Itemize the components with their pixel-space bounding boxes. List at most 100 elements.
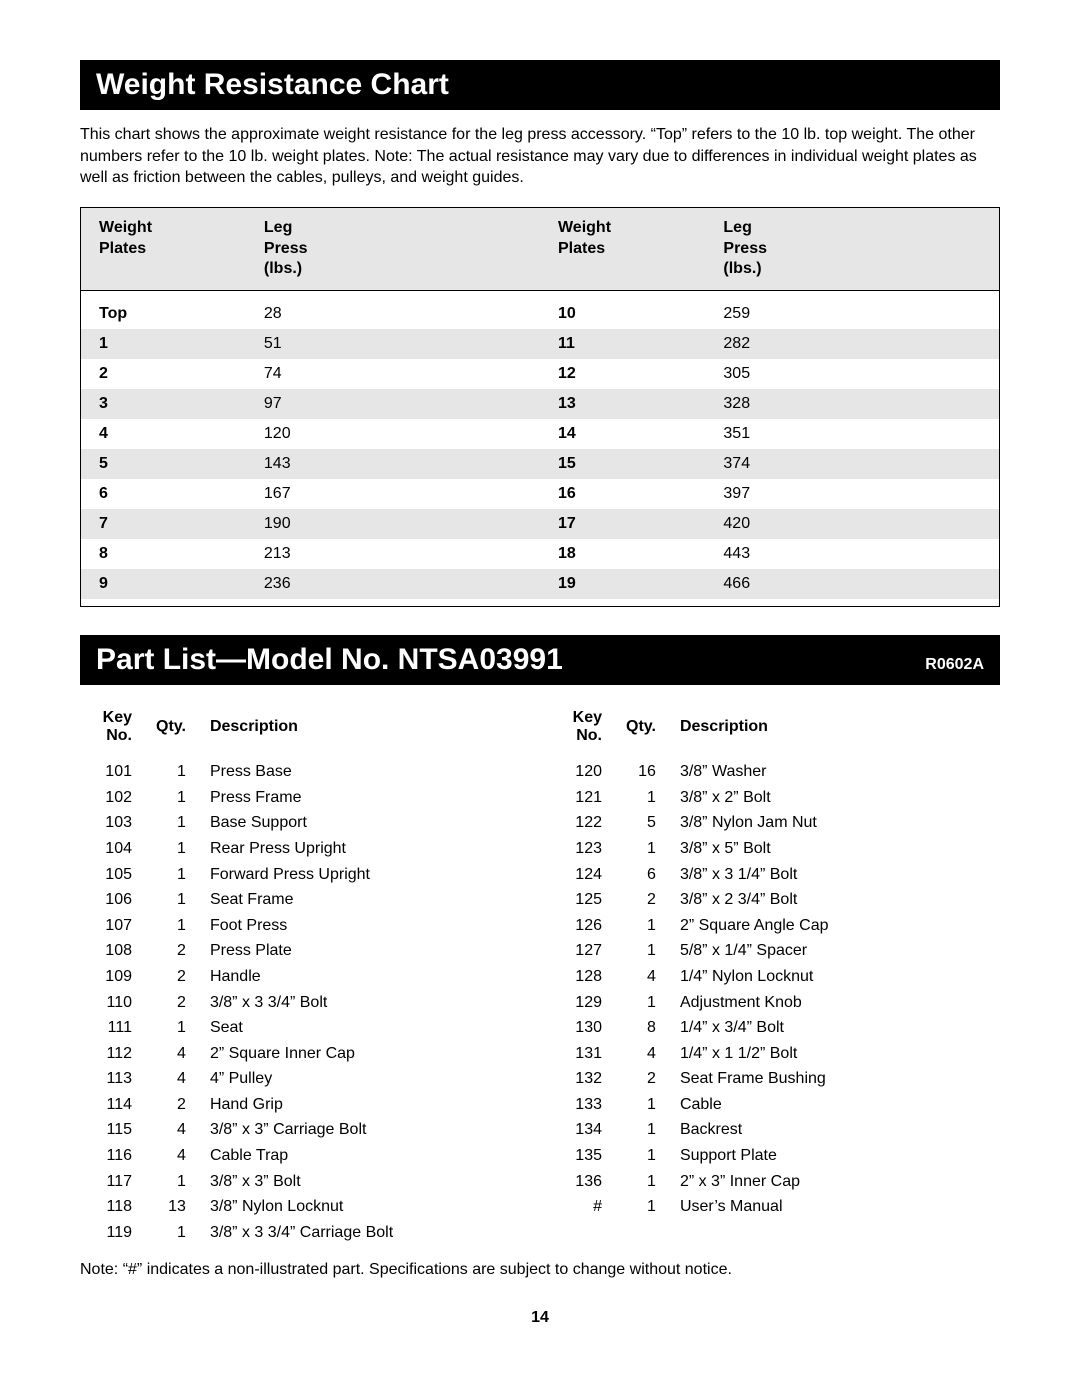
leg-press-value: 143	[246, 449, 540, 479]
part-key-no: 127	[550, 938, 620, 964]
part-description: 1/4” Nylon Locknut	[674, 964, 1000, 990]
parts-row: 1051Forward Press Upright	[80, 862, 530, 888]
leg-press-value: 120	[246, 419, 540, 449]
part-key-no: 120	[550, 759, 620, 785]
header-leg-press-left: Leg Press (lbs.)	[246, 207, 540, 290]
part-key-no: 109	[80, 964, 150, 990]
part-qty: 1	[620, 990, 674, 1016]
header-leg: Leg	[264, 219, 292, 236]
part-key-no: 110	[80, 990, 150, 1016]
part-qty: 1	[620, 1143, 674, 1169]
part-qty: 1	[620, 1169, 674, 1195]
header-weight: Weight	[558, 219, 611, 236]
leg-press-value: 236	[246, 569, 540, 599]
part-description: Rear Press Upright	[204, 836, 530, 862]
part-key-no: 105	[80, 862, 150, 888]
leg-press-value: 466	[705, 569, 999, 599]
part-qty: 1	[150, 1015, 204, 1041]
part-qty: 2	[150, 1092, 204, 1118]
parts-table-left: Key No. Qty. Description 1011Press Base1…	[80, 703, 530, 1245]
parts-row: 1031Base Support	[80, 810, 530, 836]
part-description: 3/8” x 3 3/4” Carriage Bolt	[204, 1220, 530, 1246]
part-description: 2” Square Angle Cap	[674, 913, 1000, 939]
part-qty: 2	[620, 1066, 674, 1092]
part-description: 1/4” x 3/4” Bolt	[674, 1015, 1000, 1041]
weight-plates-label: 4	[81, 419, 246, 449]
parts-row: 1351Support Plate	[550, 1143, 1000, 1169]
section-header-weight-chart: Weight Resistance Chart	[80, 60, 1000, 110]
parts-row: 12523/8” x 2 3/4” Bolt	[550, 887, 1000, 913]
leg-press-value: 51	[246, 329, 540, 359]
part-description: 3/8” x 2” Bolt	[674, 785, 1000, 811]
parts-column-right: Key No. Qty. Description 120163/8” Washe…	[550, 703, 1000, 1245]
part-qty: 1	[150, 1220, 204, 1246]
part-qty: 1	[620, 1092, 674, 1118]
weight-table-row: 514315374	[81, 449, 1000, 479]
parts-table-right: Key No. Qty. Description 120163/8” Washe…	[550, 703, 1000, 1220]
parts-header-row: Key No. Qty. Description	[550, 703, 1000, 759]
part-description: 3/8” x 5” Bolt	[674, 836, 1000, 862]
header-plates: Plates	[558, 240, 605, 257]
parts-column-left: Key No. Qty. Description 1011Press Base1…	[80, 703, 530, 1245]
part-key-no: 102	[80, 785, 150, 811]
leg-press-value: 443	[705, 539, 999, 569]
section-title: Part List—Model No. NTSA03991	[96, 643, 563, 677]
parts-row: 12715/8” x 1/4” Spacer	[550, 938, 1000, 964]
parts-row: 11242” Square Inner Cap	[80, 1041, 530, 1067]
revision-code: R0602A	[925, 656, 984, 674]
part-qty: 2	[150, 964, 204, 990]
part-description: Base Support	[204, 810, 530, 836]
weight-table-row: 719017420	[81, 509, 1000, 539]
weight-table-row: 15111282	[81, 329, 1000, 359]
parts-row: 1071Foot Press	[80, 913, 530, 939]
part-key-no: 135	[550, 1143, 620, 1169]
leg-press-value: 282	[705, 329, 999, 359]
header-leg: Leg	[723, 219, 751, 236]
part-key-no: 107	[80, 913, 150, 939]
part-key-no: 101	[80, 759, 150, 785]
weight-plates-label: 14	[540, 419, 705, 449]
weight-plates-label: 5	[81, 449, 246, 479]
part-qty: 1	[620, 1194, 674, 1220]
page-number: 14	[80, 1309, 1000, 1327]
part-qty: 4	[620, 1041, 674, 1067]
part-key-no: #	[550, 1194, 620, 1220]
weight-plates-label: 8	[81, 539, 246, 569]
parts-row: 1341Backrest	[550, 1117, 1000, 1143]
parts-row: 120163/8” Washer	[550, 759, 1000, 785]
part-qty: 5	[620, 810, 674, 836]
part-description: Foot Press	[204, 913, 530, 939]
leg-press-value: 351	[705, 419, 999, 449]
parts-row: 12313/8” x 5” Bolt	[550, 836, 1000, 862]
weight-plates-label: 17	[540, 509, 705, 539]
parts-row: 1021Press Frame	[80, 785, 530, 811]
part-qty: 1	[150, 887, 204, 913]
part-qty: 2	[150, 938, 204, 964]
header-key-no: Key No.	[550, 703, 620, 759]
part-description: Seat Frame	[204, 887, 530, 913]
weight-resistance-table: Weight Plates Leg Press (lbs.) Weight Pl…	[80, 207, 1000, 607]
weight-table-row: 923619466	[81, 569, 1000, 599]
part-description: 3/8” x 3 3/4” Bolt	[204, 990, 530, 1016]
part-qty: 1	[620, 938, 674, 964]
leg-press-value: 74	[246, 359, 540, 389]
part-description: 3/8” Nylon Locknut	[204, 1194, 530, 1220]
parts-row: 118133/8” Nylon Locknut	[80, 1194, 530, 1220]
parts-row: 11543/8” x 3” Carriage Bolt	[80, 1117, 530, 1143]
parts-row: #1User’s Manual	[550, 1194, 1000, 1220]
header-weight-plates-left: Weight Plates	[81, 207, 246, 290]
leg-press-value: 97	[246, 389, 540, 419]
parts-row: 12612” Square Angle Cap	[550, 913, 1000, 939]
header-leg-press-right: Leg Press (lbs.)	[705, 207, 999, 290]
part-description: Forward Press Upright	[204, 862, 530, 888]
parts-row: 12841/4” Nylon Locknut	[550, 964, 1000, 990]
leg-press-value: 397	[705, 479, 999, 509]
header-description: Description	[674, 703, 1000, 759]
weight-plates-label: 2	[81, 359, 246, 389]
weight-plates-label: 12	[540, 359, 705, 389]
part-key-no: 130	[550, 1015, 620, 1041]
part-key-no: 108	[80, 938, 150, 964]
part-qty: 1	[150, 1169, 204, 1195]
header-description: Description	[204, 703, 530, 759]
part-qty: 1	[620, 913, 674, 939]
